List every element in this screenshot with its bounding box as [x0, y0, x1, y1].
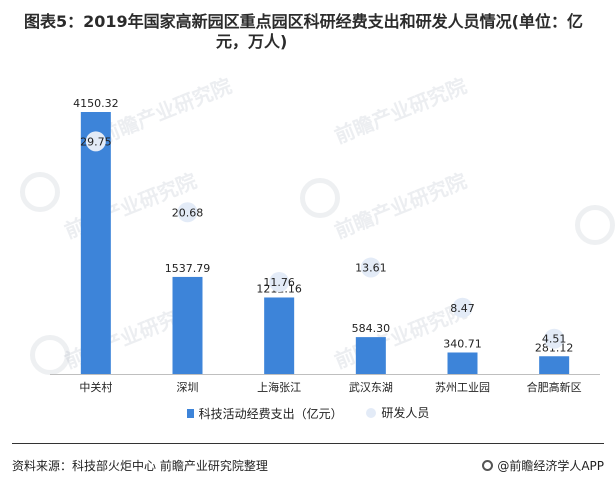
dot-label-1: 20.68	[172, 206, 204, 219]
chart-title-line1: 图表5：2019年国家高新园区重点园区科研经费支出和研发人员情况(单位：亿	[24, 12, 583, 31]
dot-label-2: 11.76	[263, 276, 295, 289]
dot-0	[85, 131, 106, 152]
dot-label-0: 29.75	[80, 135, 112, 148]
dot-label-5: 4.51	[542, 333, 567, 346]
legend-bar-label: 科技活动经费支出（亿元）	[198, 406, 343, 421]
dot-2	[269, 272, 290, 293]
x-tick-label-4: 苏州工业园	[435, 381, 490, 394]
x-tick-label-0: 中关村	[79, 380, 112, 394]
legend: 科技活动经费支出（亿元） 研发人员	[0, 404, 616, 422]
x-tick-label-1: 深圳	[177, 381, 199, 394]
legend-bar-swatch	[186, 408, 194, 418]
brand-logo-icon	[482, 460, 494, 471]
bar-4	[447, 352, 478, 374]
x-tick-label-3: 武汉东湖	[349, 381, 393, 394]
source-note: 资料来源：科技部火炬中心 前瞻产业研究院整理	[12, 459, 268, 473]
dot-label-3: 13.61	[355, 262, 387, 275]
x-tick-label-5: 合肥高新区	[527, 380, 582, 394]
brand-credit: @前瞻经济学人APP	[482, 457, 604, 474]
footer-divider	[12, 443, 604, 444]
bar-label-3: 584.30	[352, 322, 391, 335]
dot-4	[452, 297, 473, 318]
bar-0	[80, 112, 111, 374]
x-tick-label-2: 上海张江	[257, 380, 301, 394]
legend-dot-label: 研发人员	[381, 406, 430, 420]
dot-1	[177, 202, 198, 223]
legend-item-bar: 科技活动经费支出（亿元）	[186, 405, 343, 422]
dot-5	[544, 328, 565, 349]
bar-label-1: 1537.79	[165, 262, 211, 275]
bar-label-4: 340.71	[443, 337, 482, 350]
bar-chart: 4150.3229.75中关村1537.7920.68深圳1212.1611.7…	[50, 97, 600, 394]
bar-3	[355, 337, 386, 374]
legend-item-dot: 研发人员	[366, 404, 429, 421]
legend-dot-swatch	[366, 407, 377, 418]
dot-label-4: 8.47	[450, 302, 475, 315]
chart-title-line2: 元，万人)	[216, 32, 288, 51]
bar-label-0: 4150.32	[73, 97, 119, 110]
bar-5	[539, 356, 570, 374]
chart-title: 图表5：2019年国家高新园区重点园区科研经费支出和研发人员情况(单位：亿 元，…	[24, 12, 600, 52]
bar-2	[264, 297, 295, 374]
dot-3	[360, 257, 381, 278]
brand-label: @前瞻经济学人APP	[497, 459, 604, 473]
bar-1	[172, 276, 203, 374]
